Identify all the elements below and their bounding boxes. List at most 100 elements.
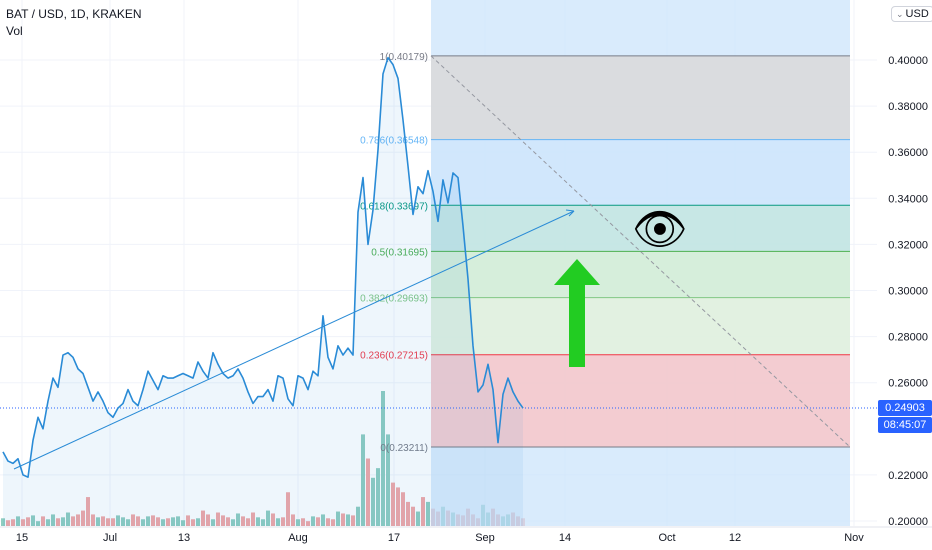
volume-bar <box>166 518 170 526</box>
volume-bar <box>326 518 330 526</box>
volume-bar <box>31 515 35 526</box>
up-arrow-shape <box>554 259 600 367</box>
fib-level-label: 0.786(0.36548) <box>360 136 428 147</box>
volume-bar <box>46 519 50 526</box>
volume-bar <box>6 520 10 526</box>
volume-bar <box>101 516 105 526</box>
volume-bar <box>336 511 340 526</box>
volume-bar <box>171 517 175 526</box>
volume-bar <box>311 516 315 526</box>
price-tick-label: 0.40000 <box>888 55 928 67</box>
trend-line <box>13 210 575 470</box>
volume-bar <box>1 518 5 526</box>
volume-bar <box>116 515 120 526</box>
time-tick-label: Aug <box>288 532 308 544</box>
volume-bar <box>351 515 355 526</box>
price-tick-label: 0.32000 <box>888 239 928 251</box>
volume-bar <box>246 518 250 526</box>
volume-bar <box>191 519 195 526</box>
volume-bar <box>96 517 100 526</box>
volume-bar <box>386 434 390 526</box>
volume-bar <box>321 514 325 526</box>
volume-bar <box>11 519 15 526</box>
time-tick-label: Sep <box>475 532 495 544</box>
volume-bar <box>221 515 225 526</box>
volume-bar <box>366 458 370 526</box>
volume-bar <box>401 492 405 526</box>
volume-bar <box>281 517 285 526</box>
price-area <box>3 57 523 526</box>
volume-bar <box>141 519 145 526</box>
fib-level-label: 0.236(0.27215) <box>360 351 428 362</box>
fib-zone <box>431 251 850 298</box>
price-tick-label: 0.20000 <box>888 516 928 528</box>
fib-level-label: 1(0.40179) <box>380 52 428 63</box>
time-tick-label: 13 <box>178 532 190 544</box>
volume-bar <box>346 514 350 526</box>
volume-bar <box>296 519 300 526</box>
volume-bar <box>286 492 290 526</box>
volume-bar <box>276 518 280 526</box>
volume-bar <box>36 521 40 526</box>
volume-bar <box>111 518 115 526</box>
volume-bar <box>426 501 430 526</box>
volume-bar <box>161 519 165 526</box>
volume-bar <box>266 510 270 526</box>
fib-level-label: 0.618(0.33697) <box>360 201 428 212</box>
volume-bar <box>16 516 20 526</box>
volume-bar <box>331 519 335 526</box>
volume-bar <box>176 516 180 526</box>
volume-bar <box>106 518 110 526</box>
volume-bar <box>396 487 400 526</box>
time-axis[interactable]: 15 Jul 13 Aug 17 Sep 14 Oct 12 Nov <box>0 526 932 544</box>
volume-bar <box>361 434 365 526</box>
time-tick-label: 15 <box>16 532 28 544</box>
volume-bar <box>186 515 190 526</box>
currency-button[interactable]: ⌄ USD <box>891 6 932 22</box>
volume-bar <box>271 513 275 526</box>
volume-bar <box>316 517 320 526</box>
volume-bar <box>241 516 245 526</box>
volume-bar <box>376 468 380 526</box>
volume-bar <box>181 520 185 526</box>
price-tick-label: 0.36000 <box>888 147 928 159</box>
volume-bar <box>381 391 385 526</box>
volume-bar <box>156 517 160 526</box>
price-axis[interactable]: 0.40000 0.38000 0.36000 0.34000 0.32000 0.300… <box>877 0 932 550</box>
volume-bar <box>306 521 310 526</box>
volume-bar <box>86 497 90 526</box>
time-tick-label: Oct <box>658 532 675 544</box>
price-tick-label: 0.22000 <box>888 470 928 482</box>
symbol-title[interactable]: BAT / USD, 1D, KRAKEN <box>6 7 142 21</box>
volume-bar <box>61 517 65 526</box>
price-axis-bg <box>877 0 932 550</box>
fib-trend-line <box>430 55 851 448</box>
volume-bar <box>121 517 125 526</box>
volume-bar <box>51 514 55 526</box>
volume-label[interactable]: Vol <box>6 24 23 38</box>
volume-bar <box>291 514 295 526</box>
fib-level-label: 0.382(0.29693) <box>360 294 428 305</box>
time-tick-label: Jul <box>103 532 117 544</box>
volume-bar <box>81 510 85 526</box>
fib-level-label: 0(0.23211) <box>380 443 428 454</box>
drawing-lines[interactable] <box>0 209 877 470</box>
fib-zone <box>431 297 850 355</box>
volume-bar <box>226 517 230 526</box>
volume-bar <box>301 518 305 526</box>
fib-zone <box>431 205 850 252</box>
currency-label: USD <box>905 8 929 20</box>
fib-zone <box>431 354 850 447</box>
price-tick-label: 0.34000 <box>888 193 928 205</box>
volume-bar <box>391 482 395 526</box>
price-tick-label: 0.38000 <box>888 101 928 113</box>
fibonacci-retracement[interactable]: 1(0.40179) 0.786(0.36548) 0.618(0.33697) 0.… <box>360 0 851 526</box>
eye-icon: 👁 <box>632 205 688 254</box>
chart-legend: BAT / USD, 1D, KRAKEN Vol <box>6 6 142 40</box>
fib-zone <box>431 55 850 140</box>
volume-bar <box>196 518 200 526</box>
volume-bar <box>76 514 80 526</box>
fib-level-label: 0.5(0.31695) <box>371 247 428 258</box>
price-tick-label: 0.26000 <box>888 378 928 390</box>
